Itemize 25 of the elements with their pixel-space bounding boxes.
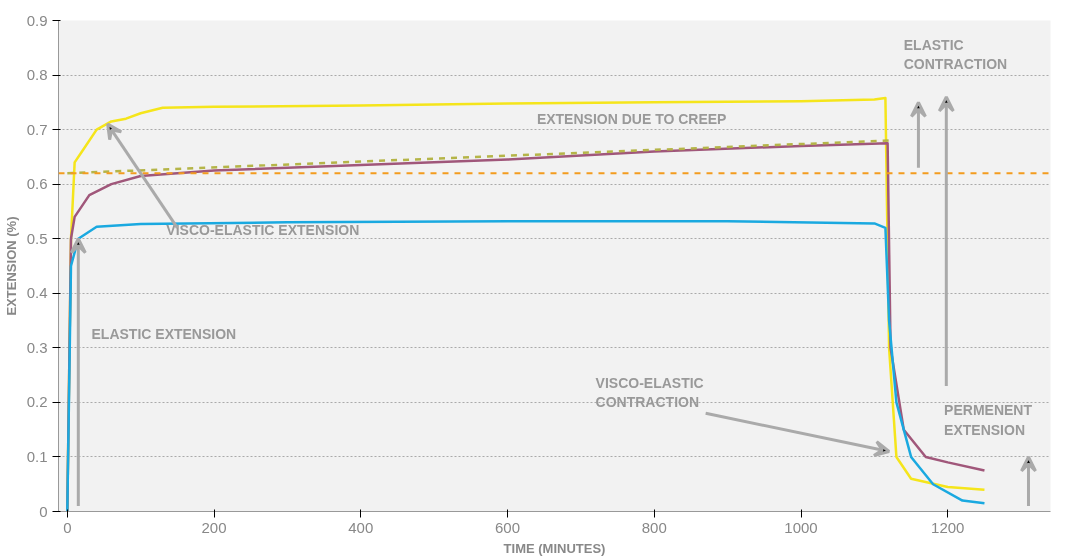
y-tick-label: 0.6	[26, 175, 48, 193]
annotation: ELASTIC EXTENSION	[91, 326, 237, 343]
x-tick-label: 800	[641, 518, 667, 536]
y-tick-label: 0.1	[26, 447, 48, 465]
y-tick-label: 0.3	[26, 338, 48, 356]
x-tick-label: 600	[495, 518, 521, 536]
y-tick-label: 0	[39, 502, 48, 520]
annotation: ELASTIC CONTRACTION	[903, 36, 1008, 73]
x-tick-label: 1000	[784, 518, 818, 536]
y-axis-title: EXTENSION (%)	[3, 216, 19, 316]
annotation: PERMENENT EXTENSION	[944, 402, 1033, 438]
annotation: EXTENSION DUE TO CREEP	[536, 110, 727, 127]
y-tick-label: 0.8	[26, 66, 48, 84]
y-tick-label: 0.7	[26, 120, 48, 138]
x-tick-label: 400	[348, 518, 374, 536]
y-tick-label: 0.4	[26, 284, 48, 302]
x-axis-title: TIME (MINUTES)	[503, 540, 606, 556]
annotation: VISCO-ELASTIC CONTRACTION	[595, 375, 704, 411]
x-tick-label: 1200	[931, 518, 965, 536]
annotation: VISCO-ELASTIC EXTENSION	[166, 222, 360, 239]
y-tick-label: 0.5	[26, 229, 48, 247]
x-tick-label: 0	[63, 518, 72, 536]
y-tick-label: 0.9	[26, 11, 48, 29]
y-tick-label: 0.2	[26, 393, 48, 411]
x-tick-label: 200	[201, 518, 227, 536]
